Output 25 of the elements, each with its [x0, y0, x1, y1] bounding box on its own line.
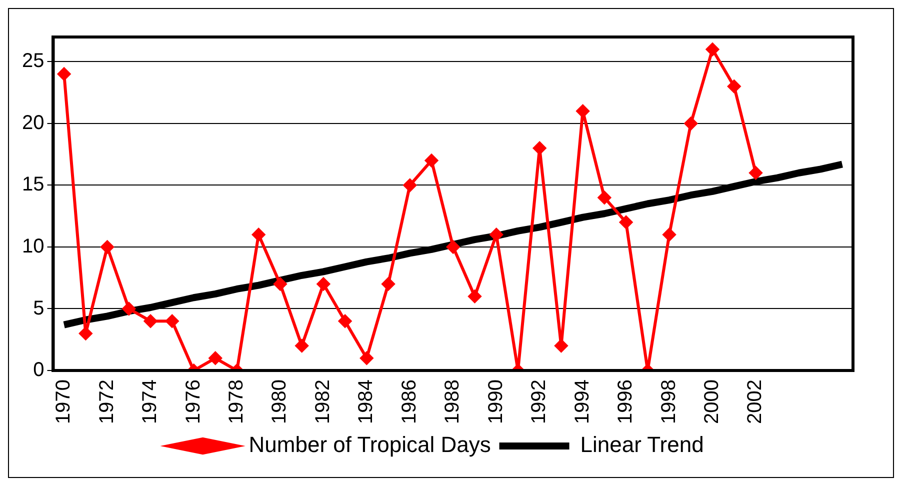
x-tick-label: 1976 [182, 380, 204, 424]
legend-label: Linear Trend [580, 432, 704, 458]
legend-label: Number of Tropical Days [248, 432, 491, 458]
x-tick-label: 1996 [614, 380, 637, 424]
x-tick-label: 1974 [139, 380, 162, 424]
y-tick-label: 20 [22, 112, 44, 134]
y-tick-label: 15 [22, 174, 44, 196]
x-tick-label: 1994 [571, 380, 594, 424]
x-tick-label: 1988 [442, 380, 464, 424]
x-tick-label: 1984 [355, 380, 378, 424]
y-tick-label: 5 [33, 297, 44, 320]
x-tick-label: 1992 [528, 380, 550, 424]
x-tick-label: 1978 [225, 380, 248, 424]
x-tick-label: 1986 [398, 380, 420, 424]
y-tick-label: 25 [22, 50, 44, 72]
x-tick-label: 1990 [484, 380, 507, 424]
y-tick-label: 0 [33, 359, 44, 382]
x-tick-label: 2002 [744, 380, 766, 424]
x-tick-label: 1972 [96, 380, 118, 424]
x-tick-label: 1982 [312, 380, 334, 424]
x-tick-label: 1970 [52, 380, 75, 424]
y-tick-label: 10 [22, 236, 44, 258]
x-tick-label: 2000 [701, 380, 724, 424]
x-tick-label: 1980 [268, 380, 291, 424]
x-tick-label: 1998 [658, 380, 680, 424]
